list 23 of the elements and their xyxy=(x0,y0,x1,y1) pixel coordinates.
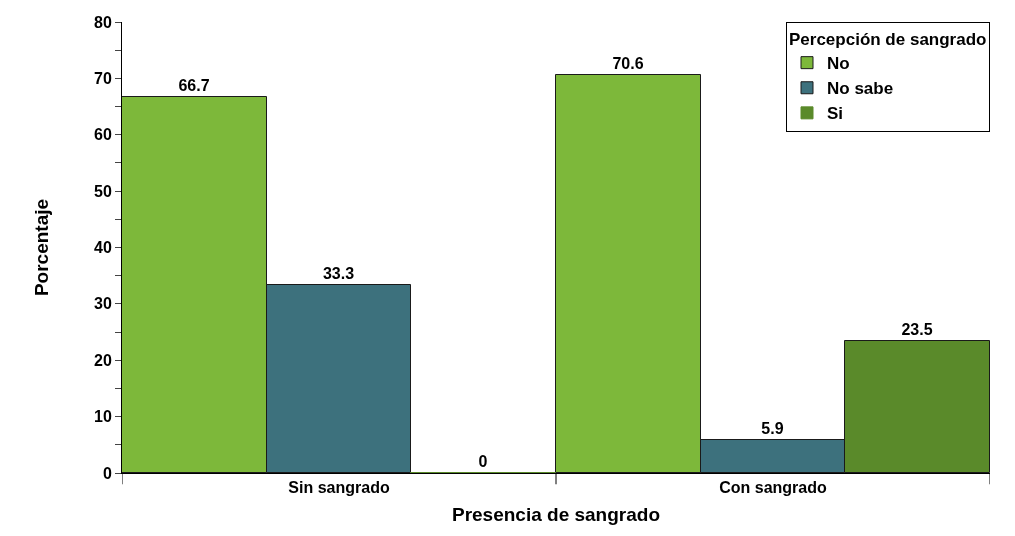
y-tick-label: 10 xyxy=(94,408,112,426)
y-axis-title: Porcentaje xyxy=(30,198,52,297)
y-tick-label: 40 xyxy=(94,239,112,257)
data-label: 33.3 xyxy=(322,264,355,282)
x-tick-label: Con sangrado xyxy=(719,479,828,497)
y-tick-label: 50 xyxy=(94,182,112,200)
legend-title: Percepción de sangrado xyxy=(789,30,987,50)
data-label: 5.9 xyxy=(761,419,784,437)
data-label: 0 xyxy=(478,452,488,470)
data-label: 70.6 xyxy=(612,54,644,72)
y-tick-label: 60 xyxy=(94,126,112,144)
y-tick-label: 70 xyxy=(94,69,112,87)
y-tick-label: 30 xyxy=(94,295,112,313)
x-tick-label: Sin sangrado xyxy=(288,479,390,497)
legend-label: Si xyxy=(827,104,844,124)
data-label: 23.5 xyxy=(901,320,933,338)
y-tick-label: 20 xyxy=(94,351,112,369)
y-tick-label: 0 xyxy=(102,464,112,482)
legend-label: No sabe xyxy=(827,79,894,99)
data-label: 66.7 xyxy=(178,76,210,94)
y-tick-label: 80 xyxy=(94,13,112,31)
legend-label: No xyxy=(827,54,850,74)
x-axis-title: Presencia de sangrado xyxy=(451,504,661,525)
